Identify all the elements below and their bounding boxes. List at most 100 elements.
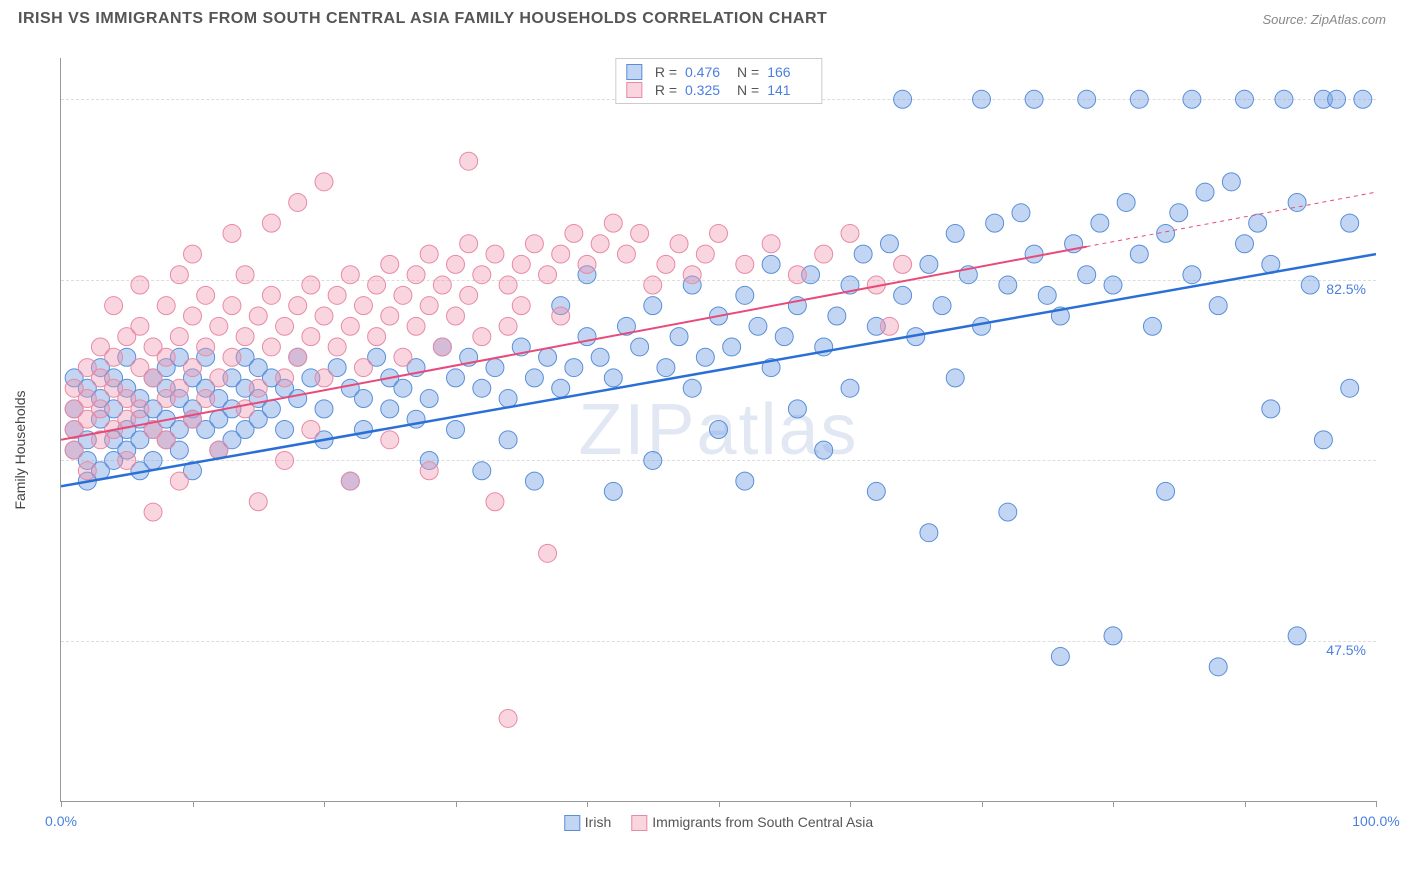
scatter-point bbox=[920, 524, 938, 542]
stats-legend: R =0.476N =166R =0.325N =141 bbox=[615, 58, 822, 104]
scatter-point bbox=[670, 328, 688, 346]
scatter-point bbox=[236, 266, 254, 284]
scatter-point bbox=[1104, 276, 1122, 294]
scatter-point bbox=[420, 297, 438, 315]
scatter-point bbox=[289, 348, 307, 366]
scatter-point bbox=[210, 369, 228, 387]
scatter-point bbox=[289, 390, 307, 408]
scatter-point bbox=[354, 421, 372, 439]
scatter-point bbox=[736, 255, 754, 273]
scatter-point bbox=[1328, 90, 1346, 108]
scatter-point bbox=[341, 317, 359, 335]
scatter-point bbox=[946, 224, 964, 242]
chart-title: IRISH VS IMMIGRANTS FROM SOUTH CENTRAL A… bbox=[18, 10, 827, 28]
stats-row: R =0.476N =166 bbox=[626, 63, 811, 81]
scatter-point bbox=[525, 235, 543, 253]
scatter-point bbox=[460, 152, 478, 170]
scatter-point bbox=[1209, 297, 1227, 315]
scatter-point bbox=[578, 255, 596, 273]
scatter-point bbox=[276, 317, 294, 335]
scatter-point bbox=[1117, 193, 1135, 211]
scatter-point bbox=[1341, 214, 1359, 232]
scatter-point bbox=[131, 400, 149, 418]
legend-swatch bbox=[626, 82, 642, 98]
scatter-point bbox=[381, 431, 399, 449]
scatter-point bbox=[1341, 379, 1359, 397]
scatter-point bbox=[894, 90, 912, 108]
scatter-point bbox=[1170, 204, 1188, 222]
scatter-point bbox=[197, 338, 215, 356]
scatter-point bbox=[223, 297, 241, 315]
scatter-point bbox=[815, 245, 833, 263]
scatter-point bbox=[1262, 400, 1280, 418]
scatter-point bbox=[591, 235, 609, 253]
scatter-point bbox=[184, 359, 202, 377]
x-tick bbox=[456, 801, 457, 807]
scatter-point bbox=[486, 245, 504, 263]
legend-item: Immigrants from South Central Asia bbox=[631, 814, 873, 831]
scatter-point bbox=[144, 503, 162, 521]
scatter-point bbox=[1314, 431, 1332, 449]
scatter-point bbox=[433, 338, 451, 356]
scatter-point bbox=[617, 245, 635, 263]
scatter-point bbox=[999, 276, 1017, 294]
legend-swatch bbox=[564, 815, 580, 831]
scatter-point bbox=[447, 421, 465, 439]
scatter-point bbox=[407, 266, 425, 284]
scatter-point bbox=[788, 400, 806, 418]
scatter-point bbox=[394, 286, 412, 304]
scatter-point bbox=[460, 286, 478, 304]
scatter-point bbox=[276, 421, 294, 439]
scatter-point bbox=[841, 224, 859, 242]
scatter-point bbox=[499, 709, 517, 727]
scatter-point bbox=[315, 369, 333, 387]
scatter-point bbox=[1025, 90, 1043, 108]
scatter-point bbox=[736, 286, 754, 304]
scatter-point bbox=[249, 379, 267, 397]
scatter-point bbox=[447, 255, 465, 273]
stats-r-label: R = bbox=[655, 82, 677, 98]
scatter-point bbox=[512, 297, 530, 315]
scatter-point bbox=[302, 276, 320, 294]
scatter-point bbox=[880, 235, 898, 253]
scatter-point bbox=[473, 462, 491, 480]
scatter-point bbox=[525, 369, 543, 387]
x-tick bbox=[1113, 801, 1114, 807]
scatter-point bbox=[91, 400, 109, 418]
scatter-point bbox=[65, 441, 83, 459]
scatter-point bbox=[105, 348, 123, 366]
series-legend: IrishImmigrants from South Central Asia bbox=[564, 814, 873, 831]
stats-n-label: N = bbox=[737, 82, 759, 98]
scatter-point bbox=[447, 307, 465, 325]
scatter-point bbox=[854, 245, 872, 263]
scatter-point bbox=[973, 317, 991, 335]
scatter-point bbox=[1038, 286, 1056, 304]
stats-r-value: 0.476 bbox=[685, 64, 729, 80]
scatter-point bbox=[262, 338, 280, 356]
x-tick bbox=[1376, 801, 1377, 807]
scatter-point bbox=[341, 266, 359, 284]
scatter-point bbox=[210, 317, 228, 335]
scatter-point bbox=[486, 359, 504, 377]
scatter-point bbox=[499, 317, 517, 335]
scatter-point bbox=[302, 421, 320, 439]
scatter-point bbox=[486, 493, 504, 511]
scatter-point bbox=[105, 297, 123, 315]
scatter-point bbox=[986, 214, 1004, 232]
x-tick bbox=[587, 801, 588, 807]
scatter-point bbox=[1236, 90, 1254, 108]
scatter-point bbox=[723, 338, 741, 356]
scatter-point bbox=[762, 235, 780, 253]
scatter-point bbox=[289, 297, 307, 315]
stats-r-label: R = bbox=[655, 64, 677, 80]
scatter-point bbox=[223, 348, 241, 366]
scatter-point bbox=[157, 297, 175, 315]
scatter-point bbox=[644, 297, 662, 315]
scatter-point bbox=[657, 255, 675, 273]
x-tick bbox=[193, 801, 194, 807]
scatter-point bbox=[433, 276, 451, 294]
scatter-point bbox=[539, 266, 557, 284]
scatter-point bbox=[184, 245, 202, 263]
scatter-point bbox=[973, 90, 991, 108]
x-tick bbox=[1245, 801, 1246, 807]
